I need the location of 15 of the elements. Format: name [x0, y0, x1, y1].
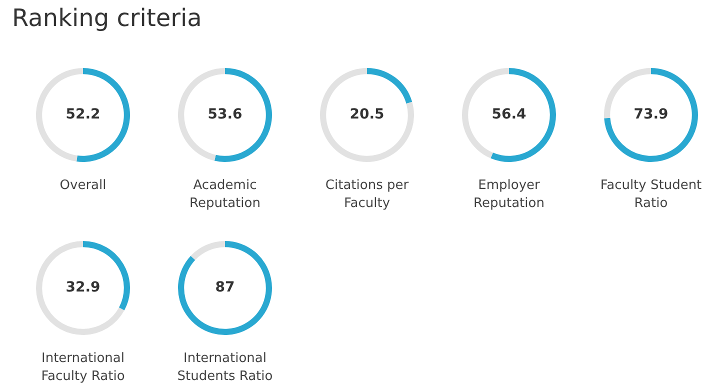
text: Citations per Faculty [324, 177, 410, 213]
text: Employer Reputation [472, 177, 546, 213]
text: Overall [58, 177, 108, 195]
text: Academic Reputation [188, 177, 262, 213]
text: Ranking criteria [12, 4, 202, 32]
data-label: 56.4 [492, 106, 527, 123]
data-label: 73.9 [634, 106, 668, 123]
data-label: 52.2 [66, 106, 100, 123]
data-label: 32.9 [66, 280, 100, 296]
text: Faculty Student Ratio [599, 177, 703, 213]
text: International Students Ratio [176, 350, 274, 386]
data-label: 53.6 [208, 106, 242, 123]
text: International Faculty Ratio [40, 350, 126, 386]
data-label: 87 [215, 280, 235, 296]
data-label: 20.5 [350, 106, 384, 123]
